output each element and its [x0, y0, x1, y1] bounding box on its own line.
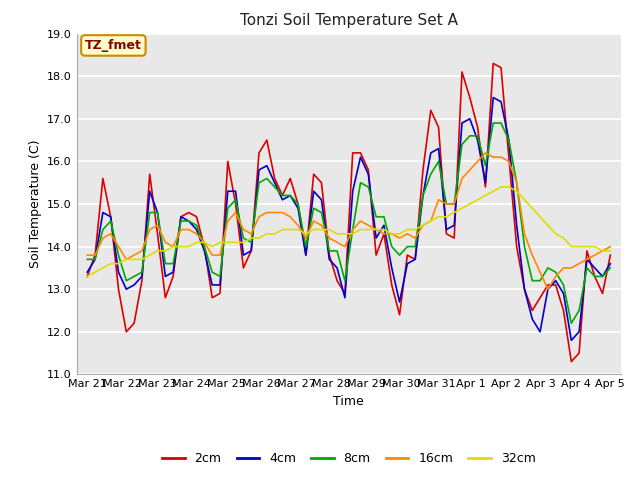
Y-axis label: Soil Temperature (C): Soil Temperature (C): [29, 140, 42, 268]
Title: Tonzi Soil Temperature Set A: Tonzi Soil Temperature Set A: [240, 13, 458, 28]
X-axis label: Time: Time: [333, 395, 364, 408]
Text: TZ_fmet: TZ_fmet: [85, 39, 142, 52]
Legend: 2cm, 4cm, 8cm, 16cm, 32cm: 2cm, 4cm, 8cm, 16cm, 32cm: [157, 447, 541, 470]
